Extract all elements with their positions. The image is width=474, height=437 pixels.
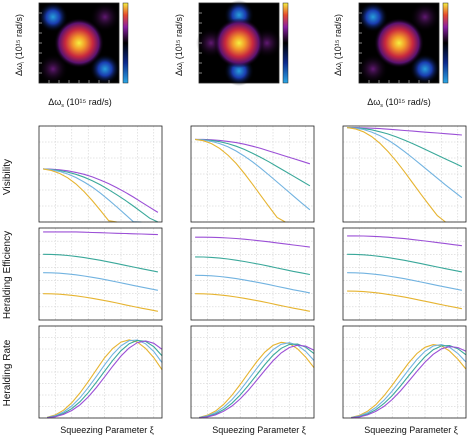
series-line-1 [43,231,158,236]
series-line-3 [43,168,142,223]
panel-visibility-col2 [190,125,315,223]
series-line-1 [351,344,467,418]
heatmap-side-lobe [358,54,388,84]
plot-frame [342,227,467,321]
series-line-4 [42,168,117,223]
series-line-1 [47,339,163,418]
heatmap-side-lobe [38,2,68,32]
panel-heralding-efficiency-col1 [38,227,163,321]
series-line-2 [43,253,159,273]
heatmap-layer [38,0,449,86]
plot-frame [190,227,315,321]
heatmap-panel-2 [196,0,289,86]
x-axis-label-col3: Squeezing Parameter ξ [364,425,458,435]
series-line-1 [199,341,315,418]
heatmap-panel-1 [38,2,129,84]
series-line-4 [195,293,311,312]
series-line-1 [43,168,159,213]
series-line-2 [347,253,463,273]
series-line-4 [47,340,163,419]
series-line-3 [347,272,463,291]
panel-heralding-rate-col3 [342,325,467,419]
series-line-2 [43,168,159,223]
plot-frame [38,227,163,321]
heatmap-side-lobe [90,2,120,32]
series-line-1 [347,235,462,247]
heatmap-side-lobe [90,54,120,84]
series-line-1 [347,127,462,136]
heatmap-y-axis-label-col2: Δωi (10¹⁵ rad/s) [174,14,186,76]
plot-frame [38,325,163,419]
plot-frame [342,125,467,223]
plot-area [191,228,314,320]
colorbar [282,2,289,84]
series-line-4 [43,293,159,312]
heatmap-y-axis-label-col1: Δωi (10¹⁵ rad/s) [14,14,26,76]
series-line-1 [195,236,310,248]
series-line-3 [195,138,311,211]
series-line-2 [195,138,311,187]
plot-frame [38,125,163,223]
plot-frame [190,325,315,419]
series-line-2 [347,127,463,168]
heatmap-central-lobe [214,18,264,68]
series-line-4 [351,346,467,419]
row-label-visibility: Visibility [2,159,13,195]
series-line-3 [351,345,467,419]
row-label-heralding-efficiency: Heralding Efficiency [2,231,13,319]
heatmap-y-axis-label-col3: Δωi (10¹⁵ rad/s) [333,14,345,76]
panel-heralding-rate-col2 [190,325,315,419]
series-line-4 [199,344,315,419]
series-line-2 [195,256,311,276]
heatmap-central-lobe [374,18,424,68]
panel-heralding-rate-col1 [38,325,163,419]
heatmap-x-axis-label-col3: Δωs (10¹⁵ rad/s) [367,97,431,109]
series-line-2 [351,344,467,419]
heatmap-x-axis-label-col1: Δωs (10¹⁵ rad/s) [48,97,112,109]
x-axis-label-col1: Squeezing Parameter ξ [60,425,154,435]
series-line-4 [347,290,463,310]
plot-area [39,228,162,320]
plot-frame [342,325,467,419]
series-line-3 [195,274,311,294]
series-line-3 [43,272,159,291]
heatmap-panel-3 [358,2,449,84]
series-line-1 [195,138,311,165]
plot-frame [190,125,315,223]
colorbar [442,2,449,84]
heatmap-side-lobe [410,54,440,84]
panel-visibility-col1 [38,125,163,223]
series-line-3 [347,127,463,199]
series-line-4 [195,138,286,223]
panel-heralding-efficiency-col2 [190,227,315,321]
x-axis-label-col2: Squeezing Parameter ξ [212,425,306,435]
line-panels-layer [38,125,467,419]
row-label-heralding-rate: Heralding Rate [2,339,13,406]
colorbar [122,2,129,84]
heatmap-side-lobe [38,54,68,84]
heatmap-side-lobe [358,2,388,32]
series-line-3 [199,343,315,419]
series-line-4 [347,127,446,223]
heatmap-side-lobe [410,2,440,32]
panel-visibility-col3 [342,125,467,223]
heatmap-central-lobe [54,18,104,68]
panel-heralding-efficiency-col3 [342,227,467,321]
series-line-2 [47,339,163,419]
